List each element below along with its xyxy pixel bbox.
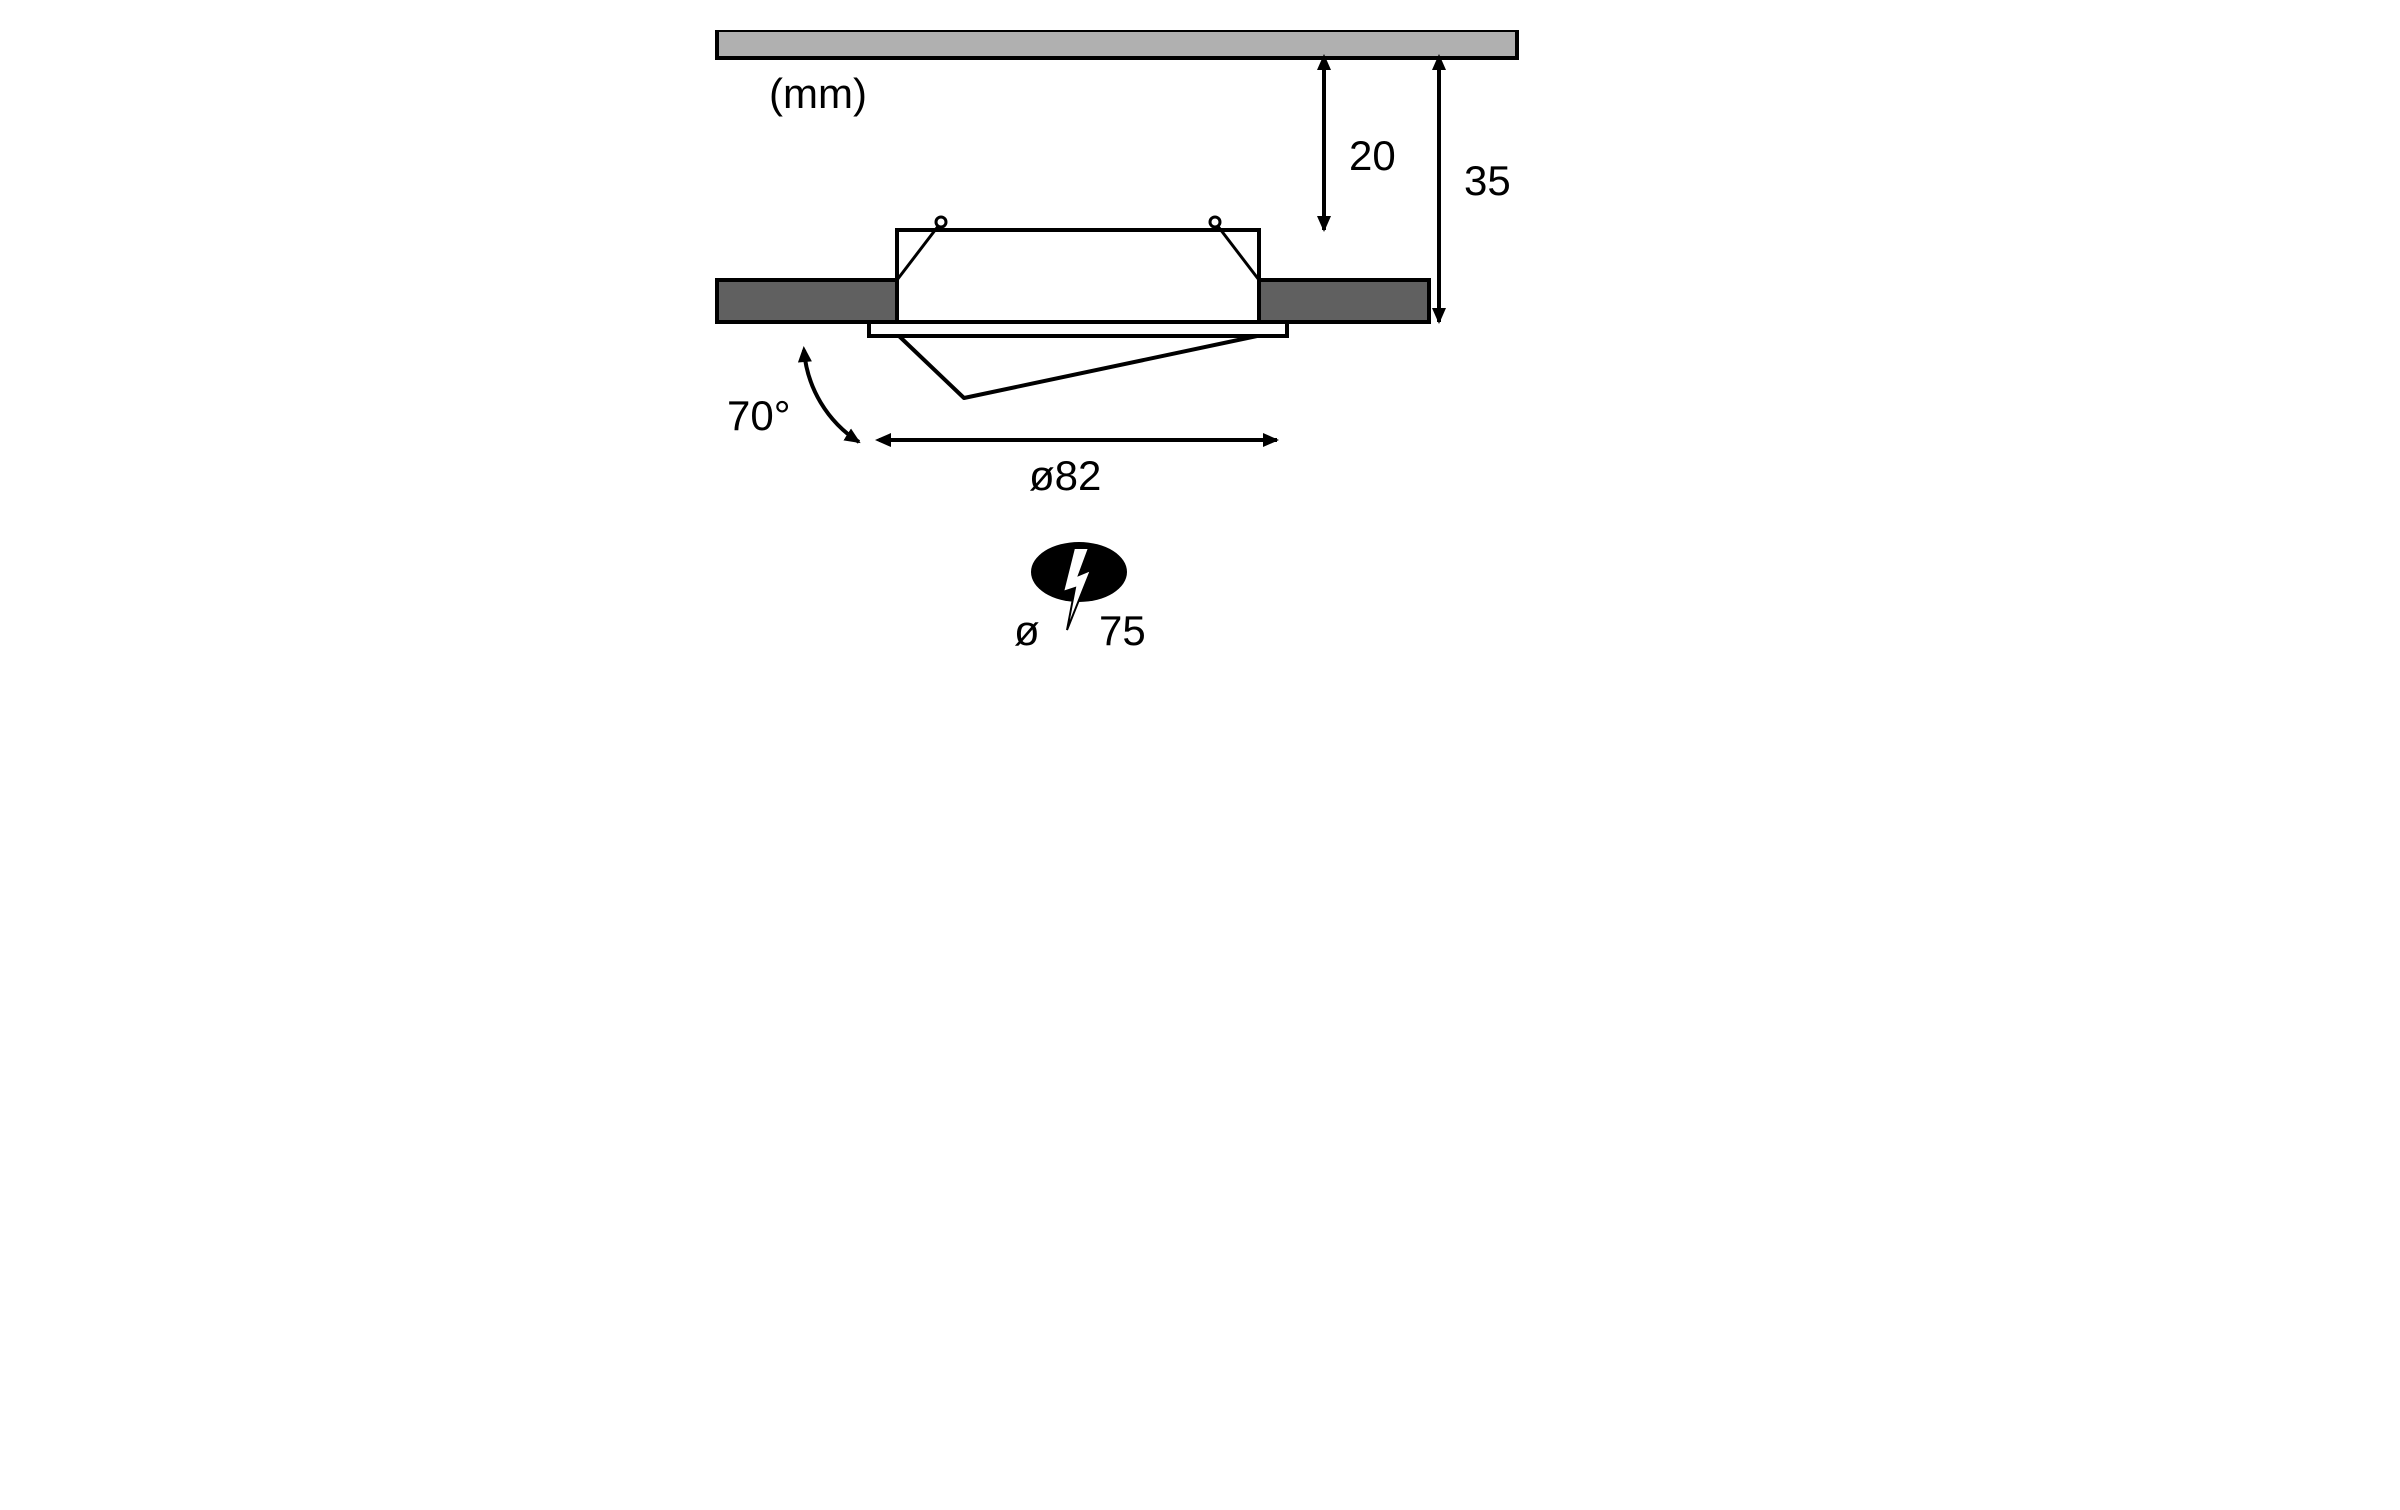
flange-right bbox=[1259, 280, 1429, 322]
technical-diagram: (mm) 70° 20 35 ø82 ø 75 bbox=[582, 30, 1656, 730]
unit-label: (mm) bbox=[769, 70, 867, 117]
ceiling-slab bbox=[717, 30, 1517, 58]
tilt-arc bbox=[804, 350, 859, 442]
diagram-svg: (mm) 70° 20 35 ø82 ø 75 bbox=[582, 30, 1656, 730]
cutout-value: 75 bbox=[1099, 607, 1146, 654]
dim-82-label: ø82 bbox=[1029, 452, 1101, 499]
tilt-wedge bbox=[899, 336, 1257, 398]
flange-left bbox=[717, 280, 897, 322]
dim-20-label: 20 bbox=[1349, 132, 1396, 179]
dim-35-label: 35 bbox=[1464, 157, 1511, 204]
cutout-prefix: ø bbox=[1014, 607, 1040, 654]
light-body bbox=[897, 230, 1259, 322]
tilt-angle-label: 70° bbox=[727, 392, 791, 439]
trim-ring bbox=[869, 322, 1287, 336]
